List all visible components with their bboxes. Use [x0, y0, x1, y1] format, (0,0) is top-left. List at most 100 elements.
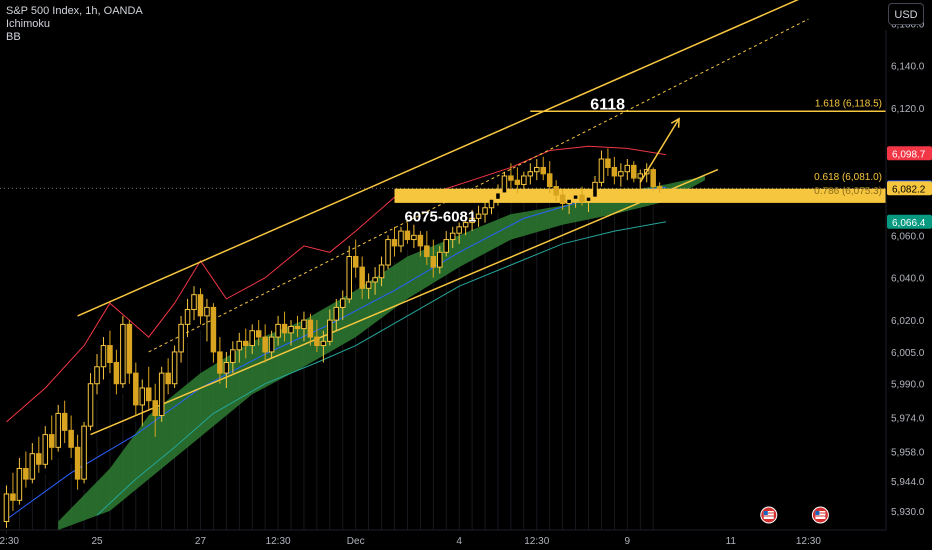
candle-body — [230, 349, 236, 364]
candle-body — [430, 256, 437, 268]
projection-arrow — [639, 118, 680, 183]
candle-body — [346, 256, 352, 300]
ichimoku-cloud — [58, 176, 705, 530]
candle-body — [385, 239, 391, 266]
candle-body — [107, 345, 113, 364]
candle-body — [197, 294, 204, 317]
candle-body — [191, 294, 197, 311]
us-flag-field — [815, 511, 826, 519]
currency-button[interactable]: USD — [888, 3, 924, 25]
candle-body — [314, 336, 320, 347]
us-flag-canton — [763, 511, 768, 515]
chart-legend: S&P 500 Index, 1h, OANDA Ichimoku BB — [6, 5, 143, 44]
us-flag-event-icon — [760, 506, 778, 524]
candle-body — [255, 330, 262, 338]
candle-body — [456, 226, 462, 234]
time-tick-label: Dec — [347, 536, 365, 547]
candle-body — [411, 234, 417, 241]
candle-body — [521, 175, 527, 185]
us-flag-canton — [815, 511, 820, 515]
candle-body — [327, 319, 333, 342]
candle-body — [404, 230, 411, 241]
us-flag-field — [763, 511, 774, 519]
fib-1618-label: 1.618 (6,118.5) — [815, 98, 882, 109]
time-tick-label: 25 — [91, 536, 103, 547]
time-tick-label: 12:30 — [266, 536, 291, 547]
candle-body — [81, 425, 87, 480]
candle-body — [443, 239, 449, 253]
zone-label: 6075-6081 — [404, 209, 476, 226]
price-tag-label: 6,082.2 — [892, 184, 926, 195]
candle-body — [126, 323, 133, 374]
candle-body — [611, 166, 618, 177]
indicator-ichimoku[interactable]: Ichimoku — [6, 18, 51, 30]
candle-body — [508, 175, 514, 181]
candle-body — [10, 493, 16, 501]
candle-body — [365, 281, 372, 289]
candle-body — [572, 194, 579, 200]
candle-body — [281, 323, 288, 334]
candle-body — [113, 362, 120, 385]
candle-body — [223, 362, 230, 374]
candle-body — [301, 319, 307, 330]
channel-lower-line — [90, 168, 719, 436]
candle-body — [68, 429, 74, 448]
candle-body — [178, 323, 184, 353]
price-tick-label: 5,944.0 — [891, 477, 925, 488]
price-tick-label: 5,958.0 — [891, 448, 925, 459]
candle-body — [449, 232, 456, 241]
candle-body — [482, 207, 488, 215]
candle-body — [546, 173, 553, 188]
candle-body — [398, 230, 404, 247]
candle-body — [424, 245, 430, 258]
candle-body — [559, 194, 566, 205]
candle-body — [462, 222, 469, 228]
time-tick-label: 12:30 — [0, 536, 19, 547]
price-tag — [887, 146, 932, 161]
candle-body — [333, 306, 340, 321]
us-flag-event-icon — [811, 506, 829, 524]
candle-body — [495, 192, 501, 200]
symbol-title[interactable]: S&P 500 Index, 1h, OANDA — [6, 5, 143, 17]
fib-0618-label: 0.618 (6,081.0) — [814, 172, 882, 183]
price-tick-label: 6,120.0 — [891, 104, 925, 115]
price-tick-label: 5,974.0 — [891, 414, 925, 425]
candle-body — [48, 434, 55, 448]
candle-body — [184, 309, 191, 325]
candle-body — [158, 372, 165, 417]
candle-body — [242, 340, 249, 347]
candle-body — [650, 169, 656, 188]
candle-body — [55, 412, 61, 448]
candle-body — [527, 171, 534, 177]
price-tag — [887, 181, 932, 196]
time-tick-label: 12:30 — [524, 536, 549, 547]
candle-body — [624, 164, 631, 173]
candle-body — [372, 277, 378, 283]
candle-body — [120, 323, 126, 385]
indicator-bb[interactable]: BB — [6, 31, 21, 43]
candle-body — [501, 175, 508, 194]
candle-body — [637, 173, 644, 179]
price-tick-label: 6,140.0 — [891, 62, 925, 73]
candle-body — [320, 340, 327, 347]
candle-body — [631, 164, 637, 179]
candle-body — [378, 264, 385, 279]
candle-body — [152, 400, 158, 417]
candle-body — [488, 198, 495, 209]
target-label: 6118 — [590, 96, 625, 113]
candle-body — [514, 179, 521, 185]
candle-body — [87, 383, 94, 427]
candle-body — [391, 239, 398, 247]
candle-body — [585, 196, 592, 202]
candle-body — [605, 158, 611, 168]
price-tick-label: 5,930.0 — [891, 507, 925, 518]
candle-body — [268, 336, 275, 353]
candle-body — [469, 217, 475, 224]
candle-body — [598, 158, 605, 183]
candle-body — [352, 256, 359, 268]
candle-body — [275, 323, 281, 338]
channel-upper-line — [77, 0, 800, 317]
candle-body — [165, 372, 171, 385]
candle-body — [288, 325, 294, 334]
